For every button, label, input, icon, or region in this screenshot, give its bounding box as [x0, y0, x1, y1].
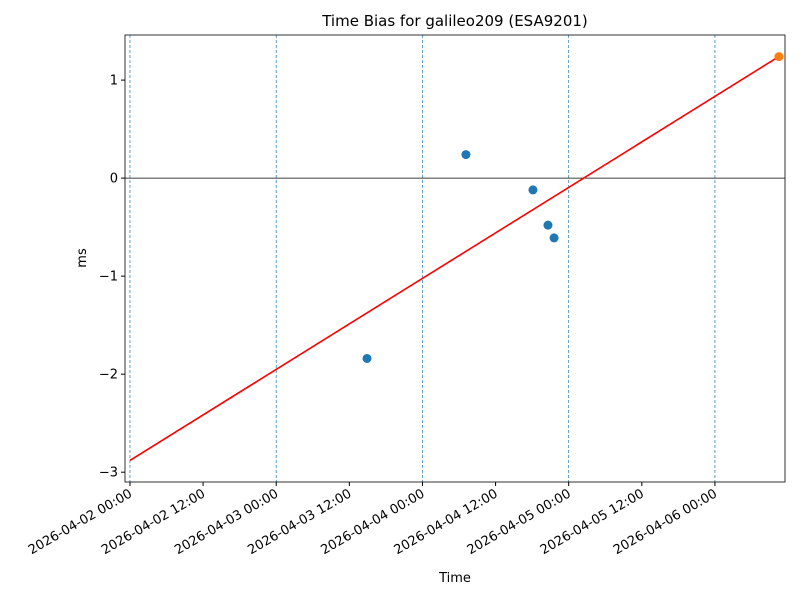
chart-title: Time Bias for galileo209 (ESA9201) [321, 12, 588, 30]
y-tick-label: −2 [99, 368, 118, 383]
y-tick-label: 1 [110, 74, 118, 89]
scatter-point [543, 220, 553, 230]
y-tick-label: −3 [99, 466, 118, 481]
scatter-point [774, 52, 784, 62]
fit-line [129, 55, 780, 462]
y-axis-label: ms [75, 248, 90, 268]
scatter-point [549, 233, 559, 243]
plot-frame [124, 34, 786, 483]
scatter-point [528, 185, 538, 195]
x-axis-label: Time [438, 571, 471, 586]
y-tick-label: −1 [99, 270, 118, 285]
scatter-point [461, 150, 471, 160]
y-tick-label: 0 [110, 172, 118, 187]
scatter-point [362, 353, 372, 363]
